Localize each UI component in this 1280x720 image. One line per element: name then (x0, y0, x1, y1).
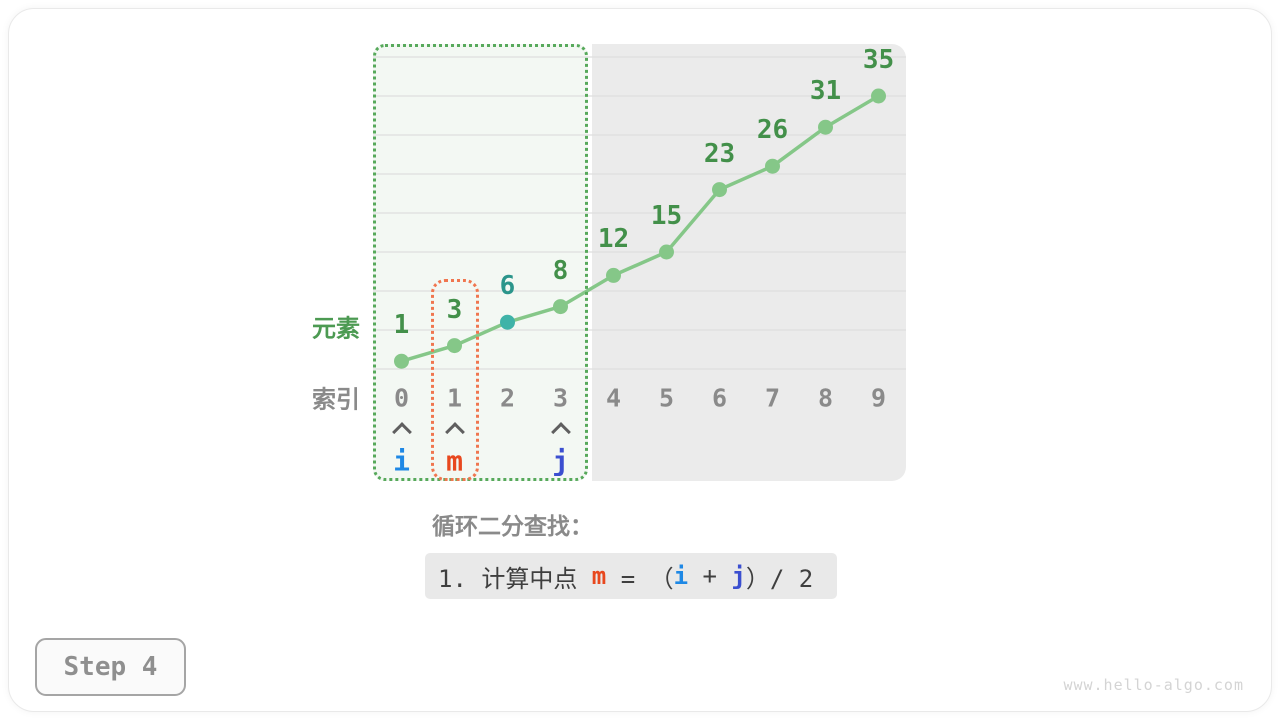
formula-text: = （ (606, 564, 674, 593)
formula-text: + (688, 562, 732, 590)
caption-text: 循环二分查找： (432, 513, 593, 539)
value-label: 26 (756, 115, 789, 146)
pointer-label-i: i (393, 444, 410, 478)
formula-box: 1. 计算中点 m = （i + j ）/ 2 (425, 553, 837, 599)
index-label: 7 (764, 383, 781, 413)
value-label: 12 (597, 224, 630, 255)
value-label: 6 (499, 271, 516, 302)
value-label: 23 (703, 138, 736, 169)
value-label: 15 (650, 201, 683, 231)
formula-text: 1. 计算中点 (438, 564, 592, 593)
formula-var: m (591, 562, 607, 590)
index-label: 1 (446, 383, 463, 413)
pointer-label-j: j (552, 444, 569, 478)
index-label: 5 (658, 383, 675, 413)
index-label: 8 (817, 383, 834, 413)
index-label: 0 (393, 383, 410, 413)
pointer-arrow-icon (550, 422, 571, 442)
formula-text: ）/ 2 (745, 564, 814, 593)
watermark-url: www.hello-algo.com (1063, 676, 1244, 694)
value-label: 31 (809, 76, 842, 107)
index-label: 6 (711, 383, 728, 413)
pointer-arrow-icon (444, 422, 465, 442)
index-label: 3 (552, 383, 569, 413)
index-label: 9 (870, 383, 887, 413)
search-range-border (373, 44, 588, 481)
pointer-label-m: m (446, 444, 463, 478)
formula-var: i (673, 562, 689, 590)
index-label: 2 (499, 383, 516, 413)
element-row-label: 元素 (312, 315, 360, 343)
value-label: 35 (862, 45, 895, 75)
pointer-arrow-icon (391, 422, 412, 442)
value-label: 1 (393, 310, 410, 341)
step-badge: Step 4 (35, 638, 186, 696)
value-label: 3 (446, 294, 463, 325)
index-row-label: 索引 (312, 386, 360, 414)
formula-var: j (731, 562, 746, 590)
value-label: 8 (552, 255, 569, 286)
index-label: 4 (605, 383, 622, 413)
mid-pointer-box (430, 279, 479, 481)
